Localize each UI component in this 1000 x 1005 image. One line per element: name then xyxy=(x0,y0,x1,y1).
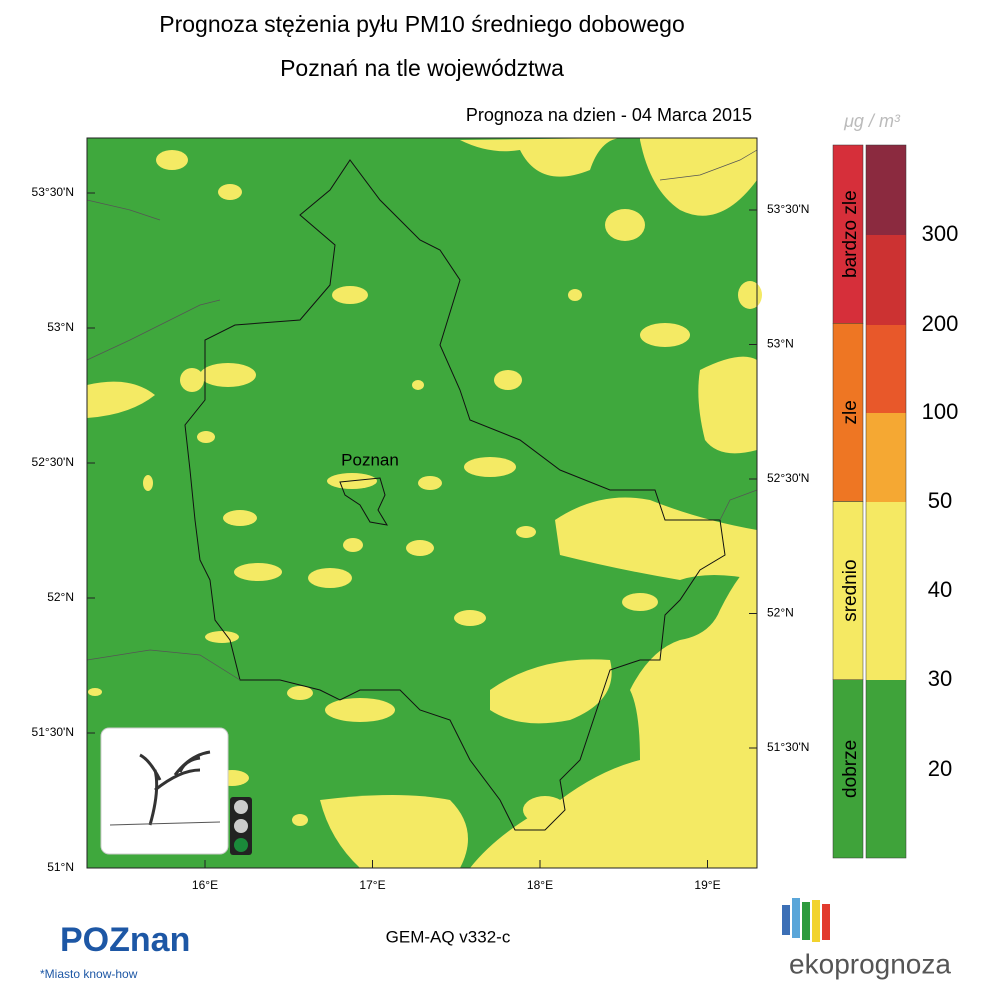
poznan-logo: POZnan xyxy=(60,921,190,959)
city-label: Poznan xyxy=(341,450,399,469)
level-label: 200 xyxy=(922,311,959,336)
bottom-tick-label: 16°E xyxy=(192,878,218,892)
level-label: 300 xyxy=(922,221,959,246)
left-tick-label: 52°N xyxy=(47,590,74,604)
right-tick-label: 52°N xyxy=(767,606,794,620)
category-label: srednio xyxy=(840,559,861,621)
category-swatch xyxy=(832,501,864,680)
category-label: zle xyxy=(840,400,861,424)
weather-icon xyxy=(100,727,252,855)
level-swatch xyxy=(866,325,906,413)
left-tick-label: 51°30'N xyxy=(32,725,74,739)
level-frame xyxy=(865,144,907,859)
neighbor-borders xyxy=(86,149,758,681)
subtitle: Poznań na tle województwa xyxy=(280,55,564,81)
map: Poznan 53°30'N 53°N 52°30'N 52°N 51°30'N 51°N… xyxy=(32,137,810,892)
bottom-tick-label: 18°E xyxy=(527,878,553,892)
bottom-tick-label: 17°E xyxy=(359,878,385,892)
right-tick-label: 52°30'N xyxy=(767,471,809,485)
right-tick-label: 53°30'N xyxy=(767,202,809,216)
model-name: GEM-AQ v332-c xyxy=(386,927,511,946)
ekoprognoza-logo: ekoprognoza xyxy=(789,948,951,979)
level-label: 20 xyxy=(928,756,952,781)
level-swatch xyxy=(866,680,906,858)
level-label: 100 xyxy=(922,399,959,424)
map-frame xyxy=(86,137,758,869)
legend: μg / m³ bardzo zle zle srednio dobrze 300 200… xyxy=(832,111,959,859)
level-label: 30 xyxy=(928,666,952,691)
left-tick-label: 53°30'N xyxy=(32,185,74,199)
left-tick-label: 53°N xyxy=(47,320,74,334)
right-tick-label: 51°30'N xyxy=(767,740,809,754)
level-swatch xyxy=(866,591,906,680)
left-tick-label: 52°30'N xyxy=(32,455,74,469)
level-swatch xyxy=(866,502,906,591)
level-label: 40 xyxy=(928,577,952,602)
forecast-date: Prognoza na dzien - 04 Marca 2015 xyxy=(466,105,752,125)
ticks: 53°30'N 53°N 52°30'N 52°N 51°30'N 51°N 53°30'N… xyxy=(32,185,810,892)
bottom-tick-label: 19°E xyxy=(694,878,720,892)
category-swatch xyxy=(832,144,864,324)
title: Prognoza stężenia pyłu PM10 średniego do… xyxy=(159,11,685,37)
level-swatch xyxy=(866,235,906,325)
level-swatch xyxy=(866,413,906,502)
voivodeship-border xyxy=(184,159,726,831)
level-label: 50 xyxy=(928,488,952,513)
city-border xyxy=(339,477,388,526)
unit-label: μg / m³ xyxy=(843,111,901,131)
category-label: bardzo zle xyxy=(840,190,861,278)
level-swatch xyxy=(866,145,906,235)
category-label: dobrze xyxy=(840,740,861,798)
category-swatch xyxy=(832,679,864,859)
left-tick-label: 51°N xyxy=(47,860,74,874)
poznan-tagline: *Miasto know-how xyxy=(40,967,138,981)
ekoprognoza-icon xyxy=(782,898,830,942)
right-tick-label: 53°N xyxy=(767,337,794,351)
